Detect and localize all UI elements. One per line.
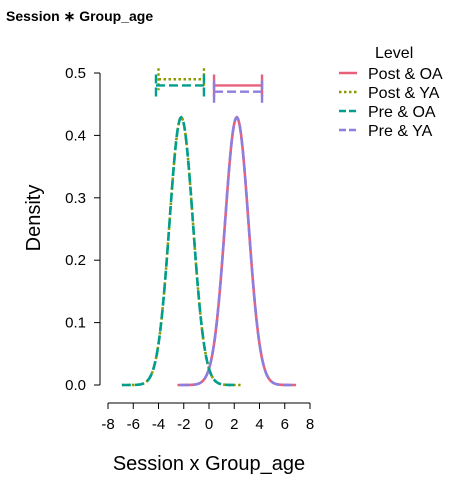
legend-title: Level (375, 45, 413, 62)
axes: 0.0 0.1 0.2 0.3 0.4 0.5 -8 -6 -4 -2 0 2 4 6 8 (65, 65, 314, 433)
y-axis-label: Density (23, 185, 45, 252)
x-axis-label: Session x Group_age (113, 453, 305, 475)
interval-bars (154, 68, 264, 103)
legend: Level Post & OA Post & YA Pre & OA Pre & YA (339, 45, 443, 140)
legend-label-2: Pre & OA (368, 104, 436, 121)
chart-title: Session ∗ Group_age (6, 8, 154, 24)
x-tick-label: 0 (205, 416, 213, 433)
x-ticks: -8 -6 -4 -2 0 2 4 6 8 (101, 403, 314, 433)
x-tick-label: -2 (177, 416, 190, 433)
density-curve-3 (179, 115, 297, 387)
density-curve-2 (121, 115, 237, 387)
x-tick-label: -4 (152, 416, 165, 433)
density-curve-0 (177, 115, 297, 387)
y-tick-label: 0.2 (65, 252, 86, 269)
x-tick-label: -8 (101, 416, 114, 433)
density-curves (121, 115, 297, 387)
legend-label-3: Pre & YA (368, 123, 433, 140)
y-tick-label: 0.4 (65, 127, 86, 144)
y-tick-label: 0.1 (65, 315, 86, 332)
y-ticks: 0.0 0.1 0.2 0.3 0.4 0.5 (65, 65, 100, 394)
x-tick-label: -6 (127, 416, 140, 433)
legend-label-0: Post & OA (368, 66, 443, 83)
x-tick-label: 8 (306, 416, 314, 433)
y-tick-label: 0.5 (65, 65, 86, 82)
x-tick-label: 6 (281, 416, 289, 433)
x-tick-label: 4 (255, 416, 263, 433)
y-tick-label: 0.3 (65, 190, 86, 207)
x-tick-label: 2 (230, 416, 238, 433)
y-tick-label: 0.0 (65, 377, 86, 394)
legend-label-1: Post & YA (368, 85, 440, 102)
